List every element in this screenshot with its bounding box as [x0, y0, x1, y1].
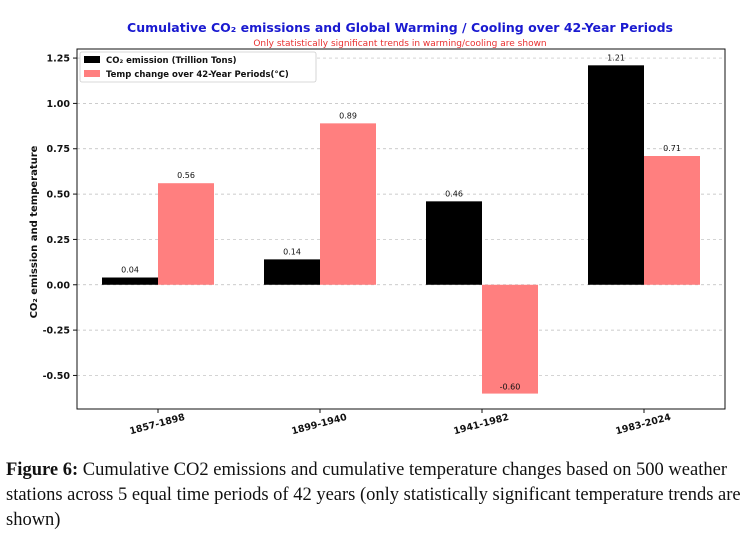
y-tick-label: -0.25 — [43, 326, 70, 337]
legend: CO₂ emission (Trillion Tons) Temp change… — [79, 51, 317, 83]
y-tick-label: 0.50 — [47, 190, 71, 201]
chart-figure: Cumulative CO₂ emissions and Global Warm… — [29, 20, 726, 437]
bar-chart: Cumulative CO₂ emissions and Global Warm… — [29, 20, 726, 437]
x-tick-label: 1941-1982 — [452, 412, 510, 437]
bar-temp — [158, 183, 214, 285]
figure-caption: Figure 6: Cumulative CO2 emissions and c… — [6, 458, 751, 533]
y-tick-label: 0.25 — [47, 235, 70, 246]
plot-frame — [76, 48, 726, 410]
x-tick-label: 1857-1898 — [128, 412, 186, 437]
chart-title: Cumulative CO₂ emissions and Global Warm… — [127, 20, 673, 35]
bar-value-label: 0.46 — [445, 189, 463, 198]
bar-co2 — [102, 277, 158, 285]
y-tick-label: 0.00 — [47, 280, 71, 291]
bar-co2 — [426, 201, 482, 285]
x-tick-label: 1983-2024 — [614, 412, 672, 437]
legend-label-temp: Temp change over 42-Year Periods(°C) — [106, 70, 289, 80]
caption-label: Figure 6: — [6, 460, 79, 480]
y-tick-label: 0.75 — [47, 144, 70, 155]
bar-temp — [482, 284, 538, 394]
x-tick-label: 1899-1940 — [290, 412, 348, 437]
y-tick-label: 1.25 — [47, 54, 70, 65]
bar-co2 — [264, 259, 320, 285]
bar-temp — [320, 123, 376, 285]
y-axis-label: CO₂ emission and temperature — [29, 145, 40, 318]
axes-frame — [76, 48, 726, 410]
bar-value-label: 0.14 — [283, 247, 301, 256]
y-tick-label: 1.00 — [47, 99, 71, 110]
bar-value-label: -0.60 — [500, 383, 521, 392]
bars: 0.04 0.56 0.14 0.89 0.46 -0.60 1.21 0.71 — [102, 53, 700, 394]
legend-label-co2: CO₂ emission (Trillion Tons) — [106, 56, 237, 66]
bar-value-label: 0.71 — [663, 144, 681, 153]
chart-subtitle: Only statistically significant trends in… — [253, 39, 546, 49]
bar-temp — [644, 156, 700, 285]
y-tick-label: -0.50 — [43, 371, 71, 382]
legend-swatch-temp — [84, 70, 100, 77]
legend-box — [79, 51, 317, 83]
bar-value-label: 0.89 — [339, 111, 357, 120]
bar-value-label: 0.56 — [177, 171, 195, 180]
caption-text: Cumulative CO2 emissions and cumulative … — [6, 460, 741, 530]
legend-swatch-co2 — [84, 56, 100, 63]
bar-value-label: 1.21 — [607, 53, 625, 62]
bar-value-label: 0.04 — [121, 266, 139, 275]
bar-co2 — [588, 65, 644, 285]
